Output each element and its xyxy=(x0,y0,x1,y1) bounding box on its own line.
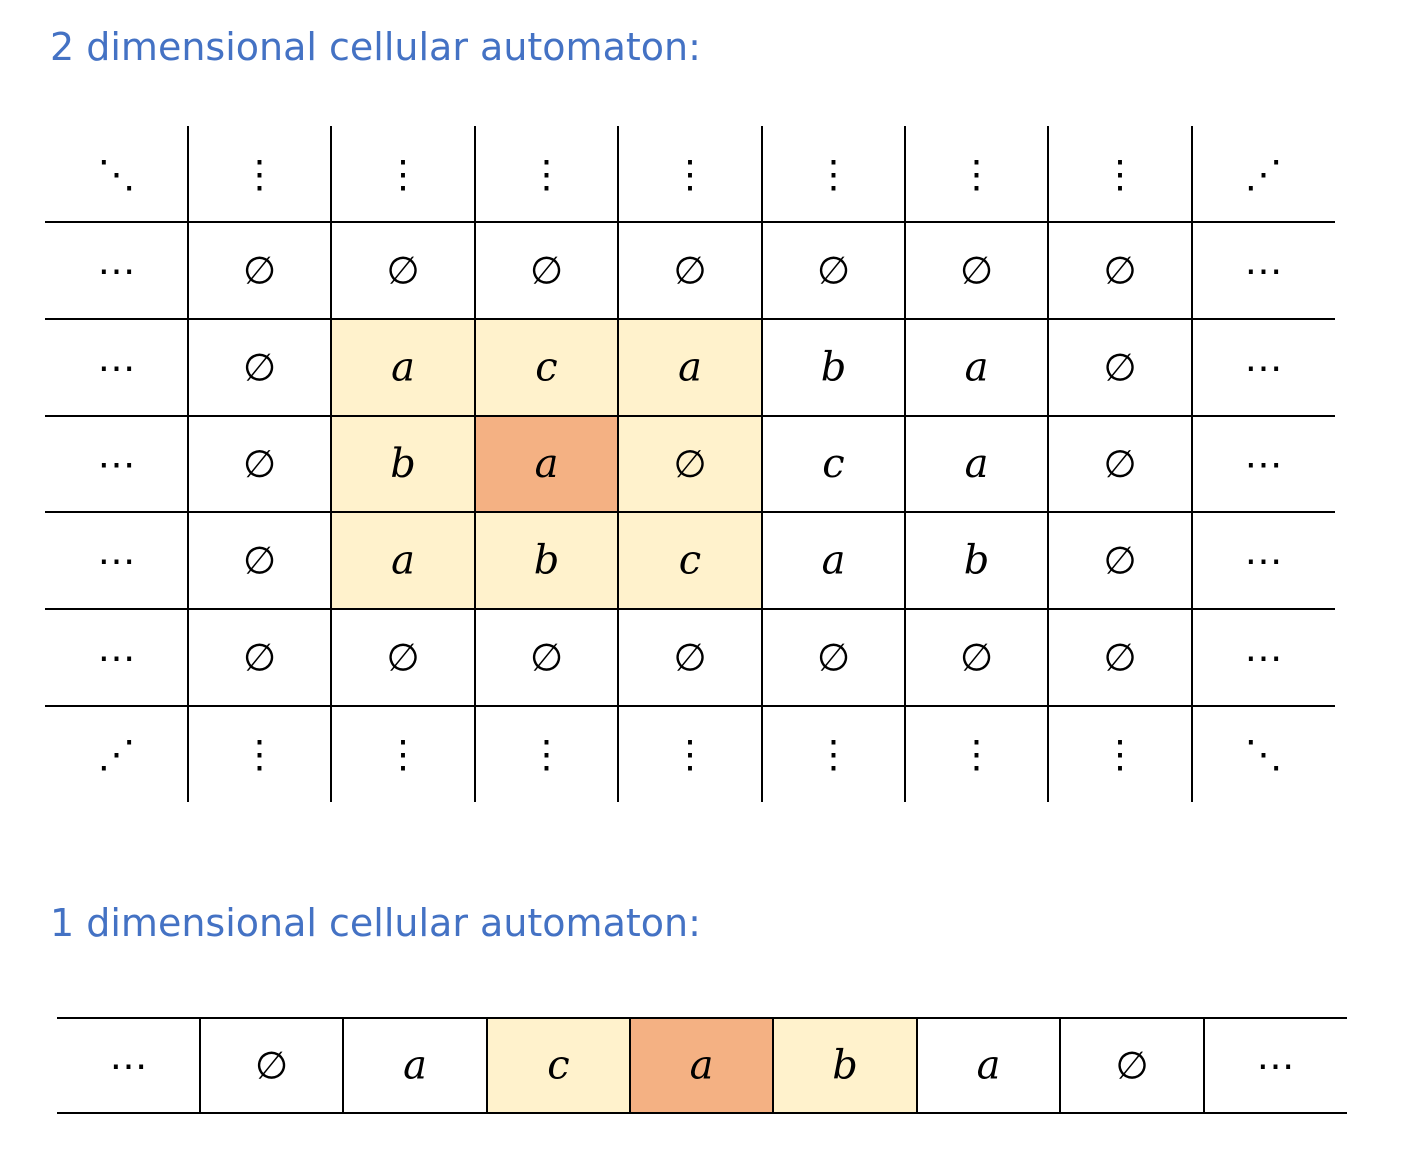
cell-2d-r3-c5: c xyxy=(822,441,844,487)
cell-highlight-neighbor xyxy=(331,319,475,416)
cell-2d-r4-c5: a xyxy=(822,538,846,584)
cell-2d-r2-c3: c xyxy=(535,345,557,391)
cell-2d-r5-c3: ∅ xyxy=(530,636,563,680)
cell-2d-r0-c7: ⋮ xyxy=(1101,152,1139,196)
cell-2d-r4-c7: ∅ xyxy=(1103,539,1136,583)
cell-2d-r0-c5: ⋮ xyxy=(815,152,853,196)
cell-2d-r6-c0: ⋰ xyxy=(98,732,136,776)
cell-2d-r1-c3: ∅ xyxy=(530,249,563,293)
cell-2d-r3-c4: ∅ xyxy=(673,442,706,486)
cell-2d-r5-c6: ∅ xyxy=(960,636,993,680)
cell-2d-r0-c4: ⋮ xyxy=(671,152,709,196)
cell-2d-r3-c2: b xyxy=(390,441,416,487)
cell-1d-c7: ∅ xyxy=(1115,1044,1148,1088)
cell-2d-r0-c2: ⋮ xyxy=(384,152,422,196)
cell-2d-r6-c2: ⋮ xyxy=(384,732,422,776)
cell-2d-r3-c1: ∅ xyxy=(243,442,276,486)
cell-1d-c4: a xyxy=(690,1043,714,1089)
cell-1d-c2: a xyxy=(403,1043,427,1089)
cell-1d-c6: a xyxy=(977,1043,1001,1089)
cell-highlight-neighbor xyxy=(487,1018,630,1113)
cell-2d-r6-c6: ⋮ xyxy=(958,732,996,776)
cell-2d-r2-c6: a xyxy=(965,345,989,391)
cell-2d-r4-c4: c xyxy=(679,538,701,584)
cell-2d-r1-c1: ∅ xyxy=(243,249,276,293)
cell-2d-r2-c4: a xyxy=(678,345,702,391)
cell-2d-r5-c2: ∅ xyxy=(386,636,419,680)
cell-highlight-center xyxy=(475,416,618,512)
cell-1d-c3: c xyxy=(547,1043,569,1089)
cell-2d-r1-c7: ∅ xyxy=(1103,249,1136,293)
cell-2d-r6-c5: ⋮ xyxy=(815,732,853,776)
cell-highlight-neighbor xyxy=(773,1018,917,1113)
cell-highlight-center xyxy=(630,1018,773,1113)
cell-2d-r2-c5: b xyxy=(821,345,847,391)
cell-2d-r5-c0: ⋯ xyxy=(98,636,136,680)
cell-2d-r5-c8: ⋯ xyxy=(1245,636,1283,680)
cell-1d-c0: ⋯ xyxy=(110,1044,148,1088)
cell-2d-r6-c3: ⋮ xyxy=(528,732,566,776)
cell-2d-r0-c0: ⋱ xyxy=(98,152,136,196)
cell-2d-r0-c6: ⋮ xyxy=(958,152,996,196)
cell-2d-r4-c8: ⋯ xyxy=(1245,539,1283,583)
cell-2d-r1-c4: ∅ xyxy=(673,249,706,293)
cell-2d-r3-c6: a xyxy=(965,441,989,487)
cell-2d-r3-c7: ∅ xyxy=(1103,442,1136,486)
cell-highlight-neighbor xyxy=(618,416,762,512)
cell-highlight-neighbor xyxy=(618,512,762,609)
cell-1d-c1: ∅ xyxy=(255,1044,288,1088)
cell-2d-r4-c3: b xyxy=(534,538,560,584)
cell-2d-r3-c0: ⋯ xyxy=(98,442,136,486)
cell-2d-r1-c0: ⋯ xyxy=(98,249,136,293)
cell-2d-r2-c7: ∅ xyxy=(1103,346,1136,390)
cell-2d-r0-c1: ⋮ xyxy=(241,152,279,196)
cell-2d-r6-c7: ⋮ xyxy=(1101,732,1139,776)
cell-highlight-neighbor xyxy=(331,512,475,609)
cell-2d-r4-c0: ⋯ xyxy=(98,539,136,583)
cell-2d-r1-c5: ∅ xyxy=(817,249,850,293)
cell-2d-r2-c8: ⋯ xyxy=(1245,346,1283,390)
cell-2d-r6-c4: ⋮ xyxy=(671,732,709,776)
cell-2d-r2-c0: ⋯ xyxy=(98,346,136,390)
cell-2d-r1-c2: ∅ xyxy=(386,249,419,293)
cell-highlight-neighbor xyxy=(331,416,475,512)
cell-2d-r3-c3: a xyxy=(535,441,559,487)
cell-2d-r6-c1: ⋮ xyxy=(241,732,279,776)
cell-2d-r0-c8: ⋰ xyxy=(1245,152,1283,196)
cell-2d-r5-c5: ∅ xyxy=(817,636,850,680)
cell-2d-r1-c6: ∅ xyxy=(960,249,993,293)
cell-2d-r3-c8: ⋯ xyxy=(1245,442,1283,486)
cell-2d-r1-c8: ⋯ xyxy=(1245,249,1283,293)
heading-2d: 2 dimensional cellular automaton: xyxy=(50,25,701,69)
cell-2d-r0-c3: ⋮ xyxy=(528,152,566,196)
cell-highlight-neighbor xyxy=(618,319,762,416)
cell-2d-r4-c1: ∅ xyxy=(243,539,276,583)
cell-highlight-neighbor xyxy=(475,319,618,416)
cell-2d-r4-c2: a xyxy=(391,538,415,584)
cell-highlight-neighbor xyxy=(475,512,618,609)
cell-1d-c5: b xyxy=(832,1043,858,1089)
cell-2d-r5-c1: ∅ xyxy=(243,636,276,680)
cell-2d-r5-c7: ∅ xyxy=(1103,636,1136,680)
cell-2d-r2-c1: ∅ xyxy=(243,346,276,390)
cell-2d-r4-c6: b xyxy=(964,538,990,584)
cell-2d-r6-c8: ⋱ xyxy=(1245,732,1283,776)
cell-1d-c8: ⋯ xyxy=(1257,1044,1295,1088)
cell-2d-r5-c4: ∅ xyxy=(673,636,706,680)
heading-1d: 1 dimensional cellular automaton: xyxy=(50,901,701,945)
cell-2d-r2-c2: a xyxy=(391,345,415,391)
